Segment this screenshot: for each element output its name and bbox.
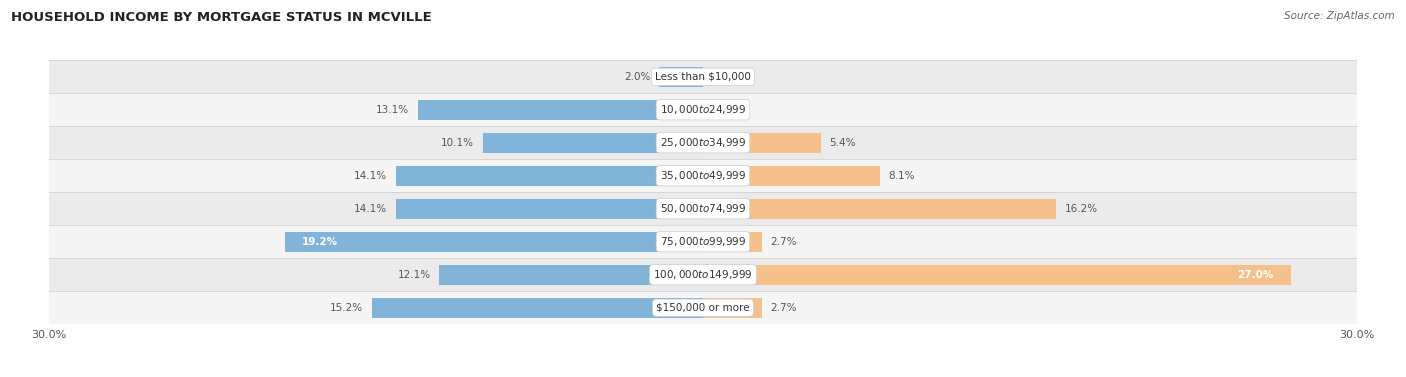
Bar — [49, 126, 1357, 159]
Text: $10,000 to $24,999: $10,000 to $24,999 — [659, 103, 747, 116]
Bar — [703, 265, 1292, 285]
Text: $25,000 to $34,999: $25,000 to $34,999 — [659, 136, 747, 149]
Bar — [49, 291, 1357, 324]
Bar — [371, 297, 703, 318]
Bar — [49, 93, 1357, 126]
Text: $100,000 to $149,999: $100,000 to $149,999 — [654, 268, 752, 281]
Text: 19.2%: 19.2% — [302, 237, 337, 247]
Bar — [395, 199, 703, 219]
Text: 12.1%: 12.1% — [398, 270, 430, 280]
Bar — [49, 192, 1357, 225]
Text: 5.4%: 5.4% — [830, 138, 856, 148]
Bar — [703, 133, 821, 153]
Text: 15.2%: 15.2% — [330, 303, 363, 313]
Text: 14.1%: 14.1% — [354, 171, 387, 181]
Text: 27.0%: 27.0% — [1237, 270, 1274, 280]
Bar — [49, 60, 1357, 93]
Legend: Without Mortgage, With Mortgage: Without Mortgage, With Mortgage — [581, 373, 825, 377]
Bar — [284, 231, 703, 252]
Text: 2.0%: 2.0% — [624, 72, 651, 82]
Text: 10.1%: 10.1% — [441, 138, 474, 148]
Bar — [439, 265, 703, 285]
Bar — [703, 166, 880, 186]
Bar — [49, 159, 1357, 192]
Text: $150,000 or more: $150,000 or more — [657, 303, 749, 313]
Text: Source: ZipAtlas.com: Source: ZipAtlas.com — [1284, 11, 1395, 21]
Bar — [395, 166, 703, 186]
Text: 16.2%: 16.2% — [1064, 204, 1098, 214]
Bar — [703, 231, 762, 252]
Bar — [703, 297, 762, 318]
Text: Less than $10,000: Less than $10,000 — [655, 72, 751, 82]
Text: HOUSEHOLD INCOME BY MORTGAGE STATUS IN MCVILLE: HOUSEHOLD INCOME BY MORTGAGE STATUS IN M… — [11, 11, 432, 24]
Text: 8.1%: 8.1% — [889, 171, 915, 181]
Text: $35,000 to $49,999: $35,000 to $49,999 — [659, 169, 747, 182]
Text: $50,000 to $74,999: $50,000 to $74,999 — [659, 202, 747, 215]
Bar — [49, 225, 1357, 258]
Text: $75,000 to $99,999: $75,000 to $99,999 — [659, 235, 747, 248]
Bar — [49, 258, 1357, 291]
Text: 2.7%: 2.7% — [770, 237, 797, 247]
Bar — [703, 199, 1056, 219]
Text: 14.1%: 14.1% — [354, 204, 387, 214]
Text: 13.1%: 13.1% — [375, 105, 409, 115]
Bar — [659, 67, 703, 87]
Text: 2.7%: 2.7% — [770, 303, 797, 313]
Bar — [482, 133, 703, 153]
Bar — [418, 100, 703, 120]
